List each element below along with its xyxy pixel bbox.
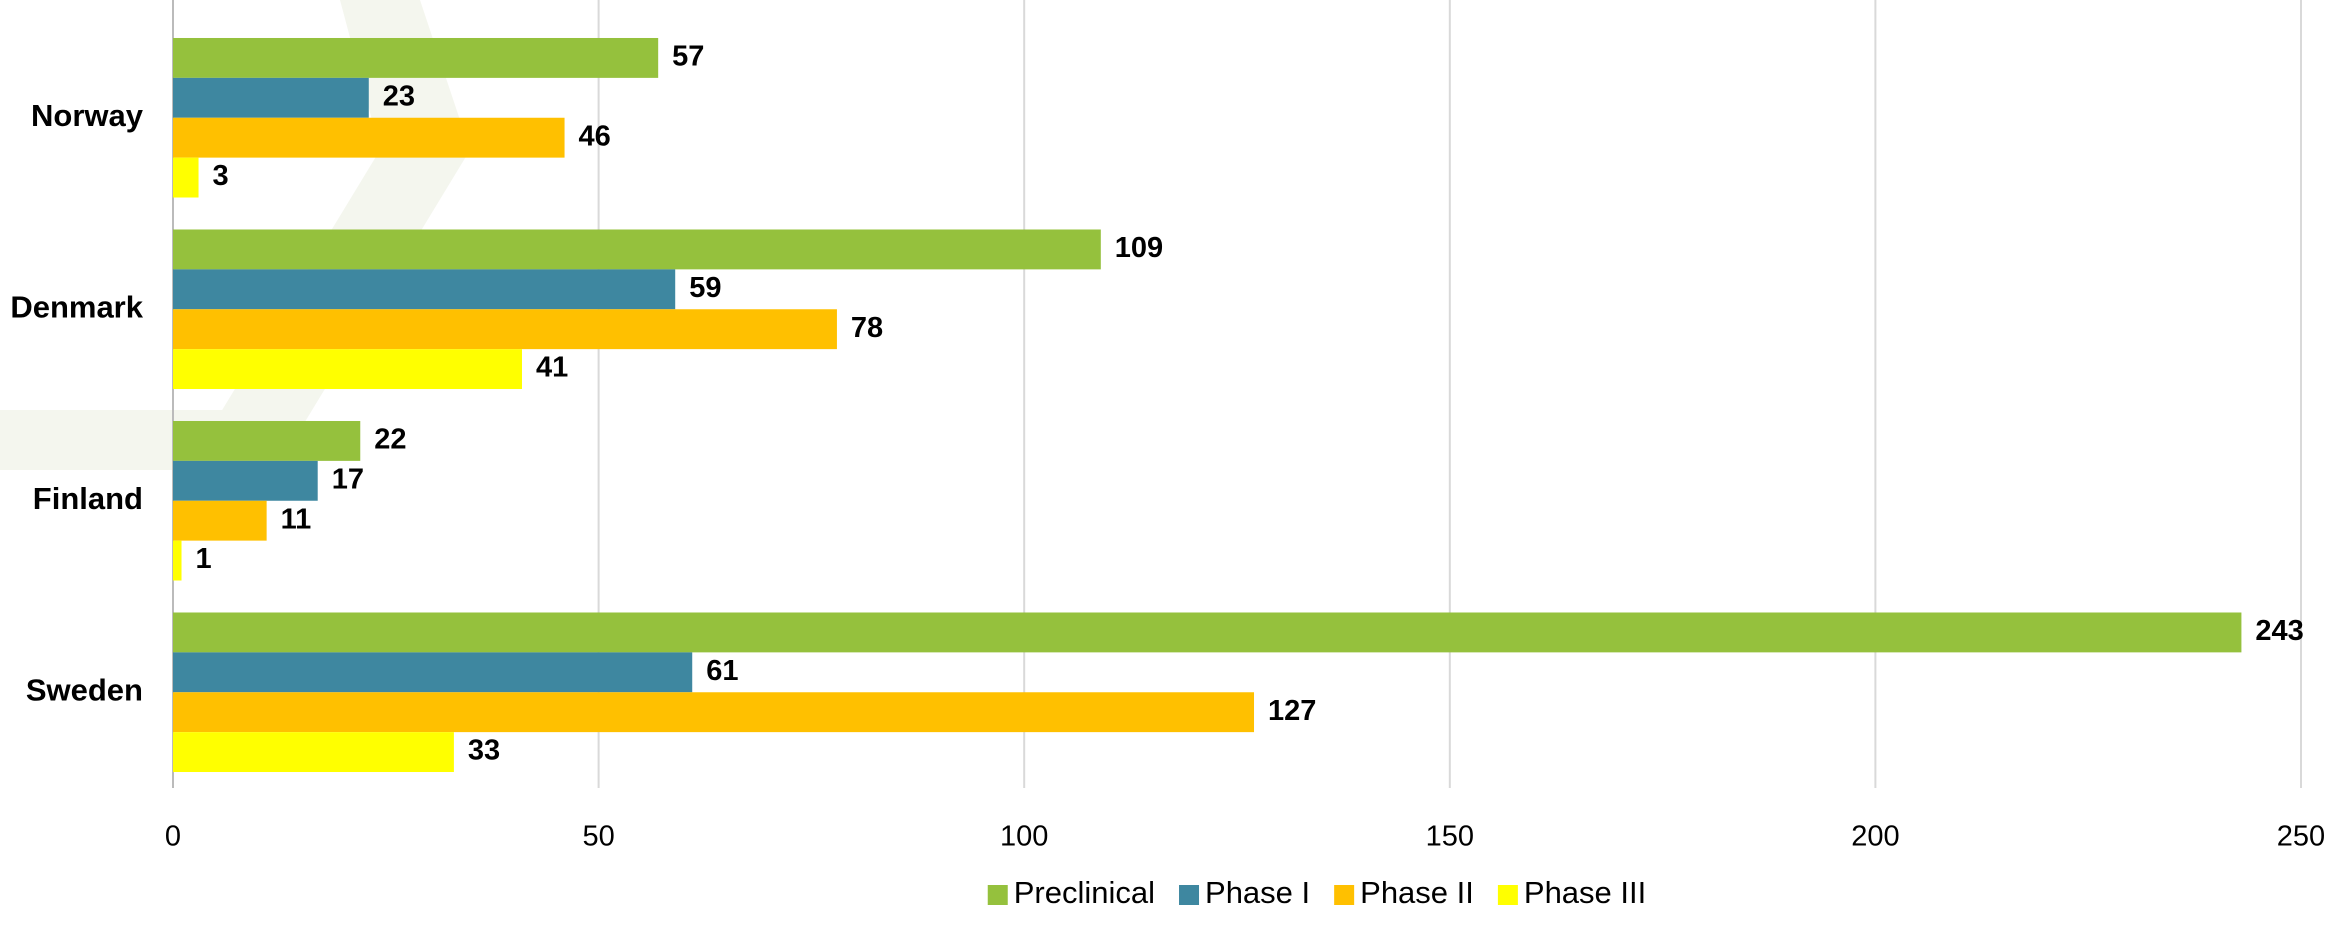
category-label: Finland (33, 481, 143, 516)
data-label: 1 (196, 543, 212, 575)
bar (173, 117, 565, 158)
data-label: 46 (579, 120, 611, 152)
legend-swatch (1497, 885, 1518, 905)
bar (173, 612, 2242, 653)
x-tick-label: 50 (582, 821, 614, 853)
data-label: 127 (1268, 695, 1316, 727)
data-label: 33 (468, 735, 500, 767)
bar (173, 37, 659, 78)
bar (173, 157, 199, 198)
x-tick-label: 100 (1000, 821, 1048, 853)
data-label: 22 (374, 424, 406, 456)
legend-swatch (1179, 885, 1200, 905)
bar (173, 652, 693, 693)
category-label: Denmark (10, 289, 143, 324)
data-label: 41 (536, 352, 568, 384)
bar (173, 229, 1101, 270)
data-label: 23 (383, 80, 415, 112)
bar (173, 349, 522, 390)
data-label: 109 (1115, 232, 1163, 264)
bar (173, 692, 1255, 733)
data-label: 11 (281, 503, 312, 535)
data-label: 17 (332, 463, 364, 495)
data-label: 61 (706, 655, 738, 687)
bar (173, 77, 369, 118)
x-tick-label: 200 (1851, 821, 1899, 853)
watermark (210, 0, 470, 430)
bar (173, 500, 267, 541)
category-label: Norway (31, 98, 144, 133)
data-label: 3 (213, 160, 229, 192)
legend-label: Preclinical (1014, 875, 1155, 910)
x-tick-label: 150 (1426, 821, 1474, 853)
legend-label: Phase I (1205, 875, 1310, 910)
legend-label: Phase II (1360, 875, 1474, 910)
data-label: 78 (851, 312, 883, 344)
data-label: 243 (2255, 615, 2303, 647)
data-label: 59 (689, 272, 721, 304)
bar (173, 460, 318, 501)
bar (173, 269, 676, 310)
bar (173, 420, 361, 461)
bar (173, 732, 454, 773)
legend-swatch (1334, 885, 1355, 905)
bar (173, 540, 182, 581)
data-label: 57 (672, 41, 704, 73)
category-label: Sweden (26, 672, 143, 707)
x-tick-label: 0 (165, 821, 181, 853)
bar (173, 309, 837, 350)
legend-swatch (987, 885, 1008, 905)
x-tick-label: 250 (2277, 821, 2325, 853)
legend-label: Phase III (1524, 875, 1646, 910)
